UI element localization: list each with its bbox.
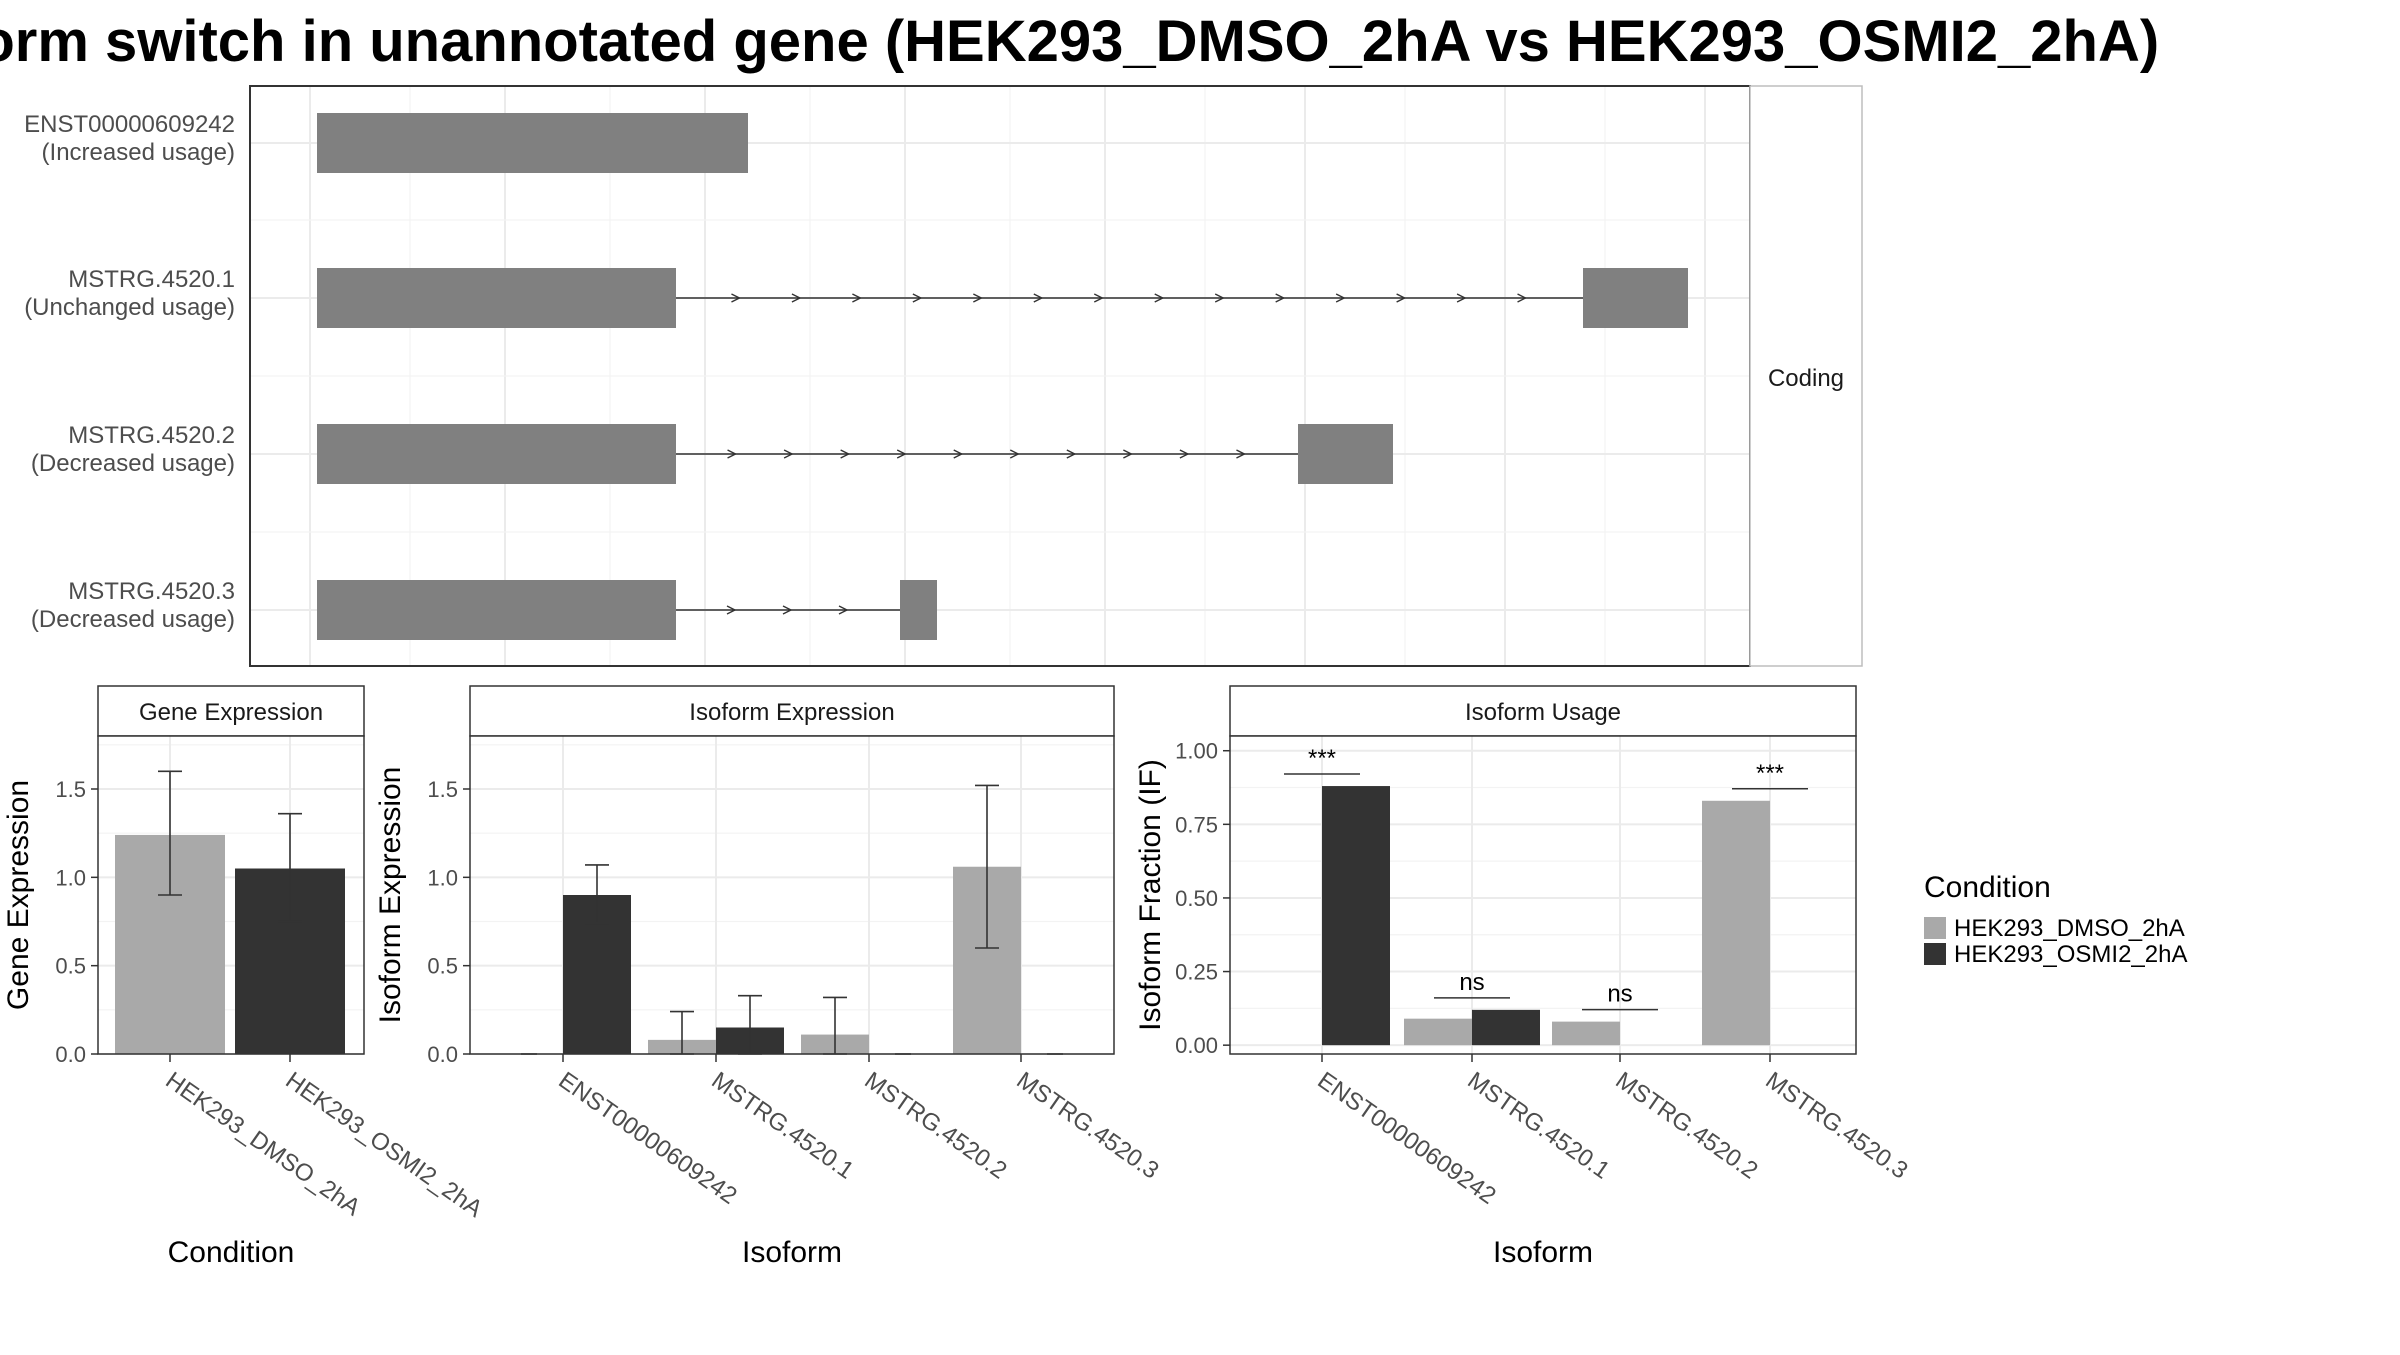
exon-block [317,113,748,173]
intron-arrow [1123,449,1133,459]
intron-arrow [1396,293,1407,303]
intron-arrow [896,449,907,459]
intron-arrow [1154,293,1165,303]
isoform-usage-bar [1322,786,1390,1046]
panel-3-x-tick-label: MSTRG.4520.2 [1611,1067,1763,1185]
panel-1-x-tick-label: HEK293_OSMI2_2hA [281,1067,488,1223]
panel-1-x-axis-title: Condition [168,1236,295,1269]
intron-arrow [840,449,851,459]
intron-arrow [1236,449,1247,459]
intron-arrow [1456,293,1467,303]
intron-arrow [973,293,983,303]
facet-label-coding: Coding [1768,365,1844,392]
significance-label: *** [1308,745,1336,772]
intron-arrow [1033,293,1044,303]
panel-3-border [1229,735,1857,1055]
panel-1-title: Gene Expression [139,699,323,726]
panel-3-x-tick-label: MSTRG.4520.3 [1761,1067,1913,1185]
panel-1-border [97,735,365,1055]
intron-arrow [1335,293,1346,303]
panel-2-y-tick-label: 0.0 [427,1042,458,1067]
significance-label: ns [1607,981,1632,1008]
panel-3-y-tick-label: 0.00 [1175,1033,1218,1058]
intron-arrow [1009,449,1020,459]
panel-2-x-tick-label: MSTRG.4520.1 [707,1067,859,1185]
intron-arrow [852,293,862,303]
panel-2-title: Isoform Expression [689,699,894,726]
intron-arrow [726,605,737,615]
panel-1-y-tick-label: 0.5 [55,954,86,979]
exon-block [900,580,937,640]
panel-1-y-tick-label: 1.0 [55,865,86,890]
panel-2-border [469,735,1115,1055]
isoform-usage-bar [1472,1009,1540,1046]
legend-swatch [1924,943,1946,965]
intron-arrow [953,449,964,459]
transcript-label-usage: (Decreased usage) [31,450,235,477]
panel-1-x-tick-label: HEK293_DMSO_2hA [161,1067,366,1221]
transcript-label-usage: (Unchanged usage) [24,294,235,321]
intron-arrow [783,449,794,459]
panel-1-y-tick-label: 1.5 [55,777,86,802]
page-title: form switch in unannotated gene (HEK293_… [0,9,2160,74]
panel-2-y-tick-label: 1.0 [427,865,458,890]
intron-arrow [838,605,849,615]
panel-1-y-axis-title: Gene Expression [2,780,35,1010]
panel-2-strip [469,685,1115,737]
legend-swatch [1924,917,1946,939]
panel-2-x-tick-label: MSTRG.4520.3 [1012,1067,1164,1185]
panel-3-y-tick-label: 0.75 [1175,812,1218,837]
panel-2-y-tick-label: 0.5 [427,954,458,979]
exon-block [1583,268,1688,328]
isoform-usage-bar [1404,1018,1472,1046]
legend-title: Condition [1924,871,2051,904]
panel-2-x-tick-label: MSTRG.4520.2 [860,1067,1012,1185]
exon-block [317,268,676,328]
isoform-usage-bar [1702,800,1770,1046]
panel-3-strip [1229,685,1857,737]
panel-3-y-tick-label: 0.50 [1175,886,1218,911]
intron-arrow [912,293,923,303]
panel-2-x-axis-title: Isoform [742,1236,842,1269]
significance-label: ns [1459,969,1484,996]
intron-arrow [1066,449,1077,459]
panel-3-x-axis-title: Isoform [1493,1236,1593,1269]
transcript-label-usage: (Decreased usage) [31,606,235,633]
exon-block [317,424,676,484]
isoform-usage-bar [1552,1021,1620,1046]
exon-block [317,580,676,640]
intron-arrow [727,449,738,459]
transcript-label-id: MSTRG.4520.2 [68,422,235,449]
panel-3-title: Isoform Usage [1465,699,1621,726]
intron-arrow [1093,293,1104,303]
panel-2-y-tick-label: 1.5 [427,777,458,802]
intron-arrow [1517,293,1528,303]
intron-arrow [731,293,742,303]
significance-label: *** [1756,760,1784,787]
panel-3-y-tick-label: 1.00 [1175,739,1218,764]
exon-block [1298,424,1393,484]
intron-arrow [1179,449,1190,459]
panel-2-y-axis-title: Isoform Expression [374,767,407,1024]
intron-arrow [782,605,793,615]
transcript-label-id: MSTRG.4520.3 [68,578,235,605]
intron-arrow [1214,293,1225,303]
transcript-label-id: MSTRG.4520.1 [68,266,235,293]
panel-1-y-tick-label: 0.0 [55,1042,86,1067]
transcript-label-usage: (Increased usage) [42,139,235,166]
panel-3-y-axis-title: Isoform Fraction (IF) [1134,759,1167,1031]
legend-entry-label: HEK293_OSMI2_2hA [1954,941,2187,968]
legend-entry-label: HEK293_DMSO_2hA [1954,915,2185,942]
facet-strip-coding [1749,85,1863,667]
intron-arrow [1275,293,1286,303]
panel-3-y-tick-label: 0.25 [1175,960,1218,985]
intron-arrow [791,293,802,303]
panel-3-x-tick-label: MSTRG.4520.1 [1463,1067,1615,1185]
transcript-label-id: ENST00000609242 [24,111,235,138]
